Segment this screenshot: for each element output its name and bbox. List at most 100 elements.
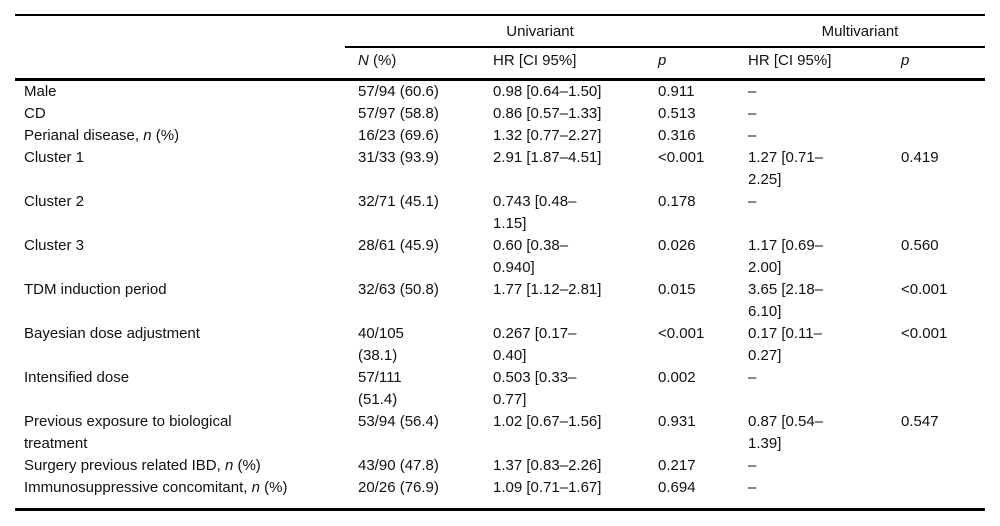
cell-hr-multivariant: – <box>748 479 757 496</box>
cell-p-univariant: 0.694 <box>658 479 696 496</box>
cell-n-percent: 32/71 (45.1) <box>358 193 439 210</box>
cell-n-percent: 57/111 (51.4) <box>358 369 402 408</box>
cell-hr-multivariant: – <box>748 83 757 100</box>
cell-hr-multivariant: 3.65 [2.18– 6.10] <box>748 281 824 320</box>
row-label: CD <box>24 105 46 122</box>
cell-p-univariant: 0.513 <box>658 105 696 122</box>
table-row: Previous exposure to biological treatmen… <box>15 411 985 455</box>
table-row: CD 57/97 (58.8) 0.86 [0.57–1.33] 0.513 – <box>15 103 985 125</box>
cell-hr-univariant: 2.91 [1.87–4.51] <box>493 149 602 166</box>
cell-n-percent: 40/105 (38.1) <box>358 325 404 364</box>
cell-p-multivariant: <0.001 <box>901 325 948 342</box>
cell-p-univariant: 0.026 <box>658 237 696 254</box>
corner-spacer <box>15 16 345 48</box>
column-header-hr-multivariant: HR [CI 95%] <box>735 48 888 81</box>
group-header-row: Univariant Multivariant <box>15 16 985 48</box>
cell-hr-multivariant: – <box>748 369 757 386</box>
table-row: Cluster 3 28/61 (45.9) 0.60 [0.38– 0.940… <box>15 235 985 279</box>
row-label: Bayesian dose adjustment <box>24 325 200 342</box>
cell-p-univariant: 0.931 <box>658 413 696 430</box>
cell-hr-univariant: 0.267 [0.17– 0.40] <box>493 325 577 364</box>
row-label: TDM induction period <box>24 281 167 298</box>
cell-p-multivariant: 0.560 <box>901 237 939 254</box>
cell-hr-univariant: 1.37 [0.83–2.26] <box>493 457 602 474</box>
n-italic: N <box>358 52 369 69</box>
cell-p-univariant: <0.001 <box>658 149 705 166</box>
table-bottom-rule <box>15 508 985 511</box>
row-label: Cluster 3 <box>24 237 85 254</box>
cell-p-multivariant: <0.001 <box>901 281 948 298</box>
cell-hr-univariant: 0.503 [0.33– 0.77] <box>493 369 577 408</box>
table-row: Cluster 1 31/33 (93.9) 2.91 [1.87–4.51] … <box>15 147 985 191</box>
row-label: Male <box>24 83 57 100</box>
cell-p-multivariant <box>888 191 985 235</box>
group-header-multivariant: Multivariant <box>735 16 985 48</box>
hr-multi-label: HR [CI 95%] <box>748 52 832 69</box>
cell-p-multivariant: 0.547 <box>901 413 939 430</box>
cell-p-multivariant: 0.419 <box>901 149 939 166</box>
cell-hr-univariant: 0.60 [0.38– 0.940] <box>493 237 569 276</box>
table-row: Cluster 2 32/71 (45.1) 0.743 [0.48– 1.15… <box>15 191 985 235</box>
cell-p-multivariant <box>888 455 985 477</box>
row-label: Perianal disease, n (%) <box>24 127 180 144</box>
cell-p-univariant: 0.217 <box>658 457 696 474</box>
cell-hr-univariant: 1.77 [1.12–2.81] <box>493 281 602 298</box>
cell-hr-multivariant: – <box>748 127 757 144</box>
table-row: TDM induction period 32/63 (50.8) 1.77 [… <box>15 279 985 323</box>
row-label: Intensified dose <box>24 369 130 386</box>
table-row: Perianal disease, n (%) 16/23 (69.6) 1.3… <box>15 125 985 147</box>
cell-p-univariant: <0.001 <box>658 325 705 342</box>
table-row: Intensified dose 57/111 (51.4) 0.503 [0.… <box>15 367 985 411</box>
cox-regression-table: Univariant Multivariant N (%) HR [CI 95%… <box>15 14 985 511</box>
cell-n-percent: 53/94 (56.4) <box>358 413 439 430</box>
cell-n-percent: 57/94 (60.6) <box>358 83 439 100</box>
cell-hr-multivariant: 0.17 [0.11– 0.27] <box>748 325 822 364</box>
table-row: Immunosuppressive concomitant, n (%) 20/… <box>15 477 985 499</box>
cell-hr-univariant: 1.02 [0.67–1.56] <box>493 413 602 430</box>
cell-p-univariant: 0.911 <box>658 83 695 100</box>
p-uni-label: p <box>658 52 667 69</box>
row-label: Cluster 1 <box>24 149 85 166</box>
column-header-row: N (%) HR [CI 95%] p HR [CI 95%] p <box>15 48 985 81</box>
cell-p-univariant: 0.002 <box>658 369 696 386</box>
column-header-n-percent: N (%) <box>345 48 480 81</box>
cell-hr-multivariant: 1.17 [0.69– 2.00] <box>748 237 824 276</box>
cell-n-percent: 20/26 (76.9) <box>358 479 439 496</box>
n-rest: (%) <box>368 52 397 69</box>
p-multi-label: p <box>901 52 910 69</box>
column-header-p-multivariant: p <box>888 48 985 81</box>
cell-hr-multivariant: 0.87 [0.54– 1.39] <box>748 413 824 452</box>
row-label: Cluster 2 <box>24 193 85 210</box>
cell-p-univariant: 0.178 <box>658 193 696 210</box>
cell-hr-univariant: 0.743 [0.48– 1.15] <box>493 193 577 232</box>
cell-p-univariant: 0.015 <box>658 281 696 298</box>
cell-n-percent: 31/33 (93.9) <box>358 149 439 166</box>
cell-hr-univariant: 1.32 [0.77–2.27] <box>493 127 602 144</box>
table-row: Surgery previous related IBD, n (%) 43/9… <box>15 455 985 477</box>
cell-n-percent: 43/90 (47.8) <box>358 457 439 474</box>
cell-p-multivariant <box>888 125 985 147</box>
cell-hr-multivariant: – <box>748 193 757 210</box>
column-header-variable <box>15 48 345 81</box>
table-row: Male 57/94 (60.6) 0.98 [0.64–1.50] 0.911… <box>15 81 985 103</box>
cell-n-percent: 28/61 (45.9) <box>358 237 439 254</box>
cell-n-percent: 57/97 (58.8) <box>358 105 439 122</box>
cell-p-multivariant <box>888 81 985 103</box>
column-header-hr-univariant: HR [CI 95%] <box>480 48 645 81</box>
cell-hr-univariant: 0.86 [0.57–1.33] <box>493 105 602 122</box>
row-label: Immunosuppressive concomitant, n (%) <box>24 479 288 496</box>
cell-p-multivariant <box>888 103 985 125</box>
cell-n-percent: 32/63 (50.8) <box>358 281 439 298</box>
row-label: Surgery previous related IBD, n (%) <box>24 457 261 474</box>
group-header-univariant: Univariant <box>345 16 735 48</box>
cell-p-univariant: 0.316 <box>658 127 696 144</box>
cell-hr-multivariant: 1.27 [0.71– 2.25] <box>748 149 824 188</box>
cell-p-multivariant <box>888 477 985 499</box>
cell-p-multivariant <box>888 367 985 411</box>
cell-hr-multivariant: – <box>748 457 757 474</box>
hr-uni-label: HR [CI 95%] <box>493 52 577 69</box>
table-body: Male 57/94 (60.6) 0.98 [0.64–1.50] 0.911… <box>15 81 985 499</box>
cell-n-percent: 16/23 (69.6) <box>358 127 439 144</box>
column-header-p-univariant: p <box>645 48 735 81</box>
